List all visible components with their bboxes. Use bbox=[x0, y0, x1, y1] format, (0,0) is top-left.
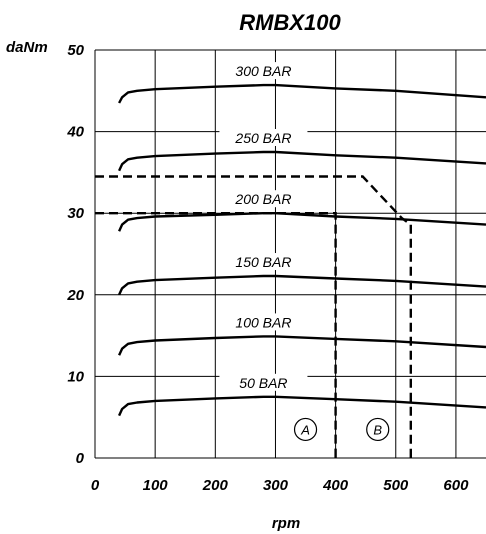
y-tick-label: 0 bbox=[76, 450, 85, 467]
series-line bbox=[118, 274, 486, 296]
series-label-bg bbox=[219, 373, 308, 391]
axis-ticks: 0 100 200 300 400 500 600 0 10 20 30 40 50 bbox=[66, 42, 469, 494]
limit-marker-circle bbox=[366, 417, 390, 442]
series-label-bg bbox=[219, 129, 308, 146]
series-label-bg bbox=[219, 253, 308, 271]
series-label: 250 BAR bbox=[234, 130, 291, 146]
series-line bbox=[118, 335, 486, 356]
series-line bbox=[118, 83, 486, 104]
x-tick-label: 400 bbox=[322, 477, 349, 494]
series-label-bg bbox=[219, 190, 308, 208]
series-label: 300 BAR bbox=[235, 63, 291, 79]
series-label: 150 BAR bbox=[235, 254, 291, 270]
y-tick-label: 20 bbox=[66, 287, 84, 304]
series-group: 300 BAR 250 BAR 200 BAR 150 BAR 100 BAR 50 BA… bbox=[118, 62, 486, 417]
x-tick-label: 500 bbox=[383, 477, 409, 494]
series-line bbox=[118, 150, 486, 172]
x-tick-label: 0 bbox=[91, 477, 100, 494]
x-tick-label: 200 bbox=[202, 477, 229, 494]
series-line bbox=[118, 212, 486, 232]
series-label: 50 BAR bbox=[239, 375, 287, 391]
x-tick-label: 300 bbox=[263, 477, 289, 494]
x-axis-label: rpm bbox=[272, 515, 300, 532]
limit-marker-label: B bbox=[373, 422, 382, 437]
y-tick-label: 40 bbox=[66, 124, 84, 141]
series-label: 200 BAR bbox=[234, 191, 291, 207]
series-label-bg bbox=[219, 62, 308, 80]
x-tick-label: 600 bbox=[443, 477, 469, 494]
y-tick-label: 10 bbox=[67, 368, 84, 385]
y-tick-label: 50 bbox=[67, 42, 84, 59]
limit-line bbox=[95, 211, 337, 458]
limit-marker-circle bbox=[293, 417, 318, 442]
series-label-bg bbox=[219, 313, 308, 331]
limit-marker-label: A bbox=[300, 422, 310, 437]
x-tick-label: 100 bbox=[143, 477, 169, 494]
limit-line bbox=[95, 175, 412, 458]
y-axis-label: daNm bbox=[6, 39, 48, 56]
chart-title: RMBX100 bbox=[239, 10, 341, 35]
series-line bbox=[118, 395, 486, 417]
series-label: 100 BAR bbox=[235, 314, 291, 330]
y-tick-label: 30 bbox=[67, 205, 84, 222]
